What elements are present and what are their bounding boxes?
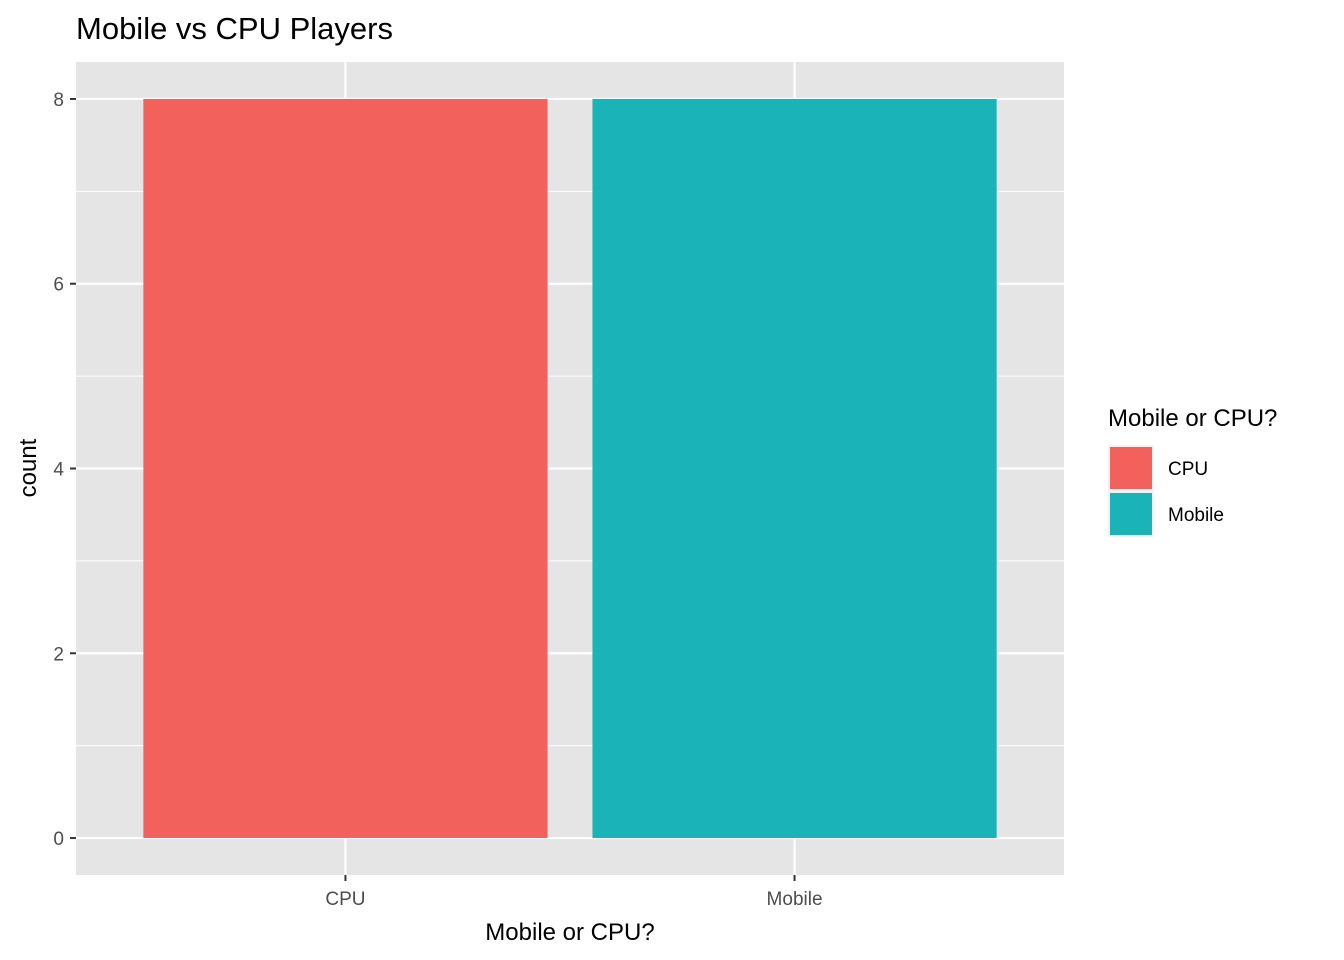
y-tick-label: 4 <box>53 460 64 481</box>
x-axis-label: Mobile or CPU? <box>485 919 654 946</box>
legend-swatch <box>1110 447 1152 489</box>
x-tick-label: Mobile <box>767 889 823 910</box>
legend-label: Mobile <box>1168 505 1224 526</box>
legend: Mobile or CPU? CPU Mobile <box>1108 405 1277 537</box>
legend-label: CPU <box>1168 459 1208 480</box>
legend-title: Mobile or CPU? <box>1108 405 1277 432</box>
y-axis-label: count <box>15 438 42 497</box>
bar-cpu <box>143 98 548 839</box>
y-axis: 0 2 4 6 8 <box>53 90 76 850</box>
chart-title: Mobile vs CPU Players <box>76 11 393 46</box>
bars <box>143 98 997 839</box>
y-tick-label: 0 <box>53 829 64 850</box>
y-tick-label: 2 <box>53 644 64 665</box>
y-tick-label: 8 <box>53 90 64 111</box>
y-tick-label: 6 <box>53 275 64 296</box>
x-axis: CPU Mobile <box>325 875 823 910</box>
x-tick-label: CPU <box>325 889 365 910</box>
legend-swatch <box>1110 493 1152 535</box>
bar-mobile <box>592 98 997 839</box>
